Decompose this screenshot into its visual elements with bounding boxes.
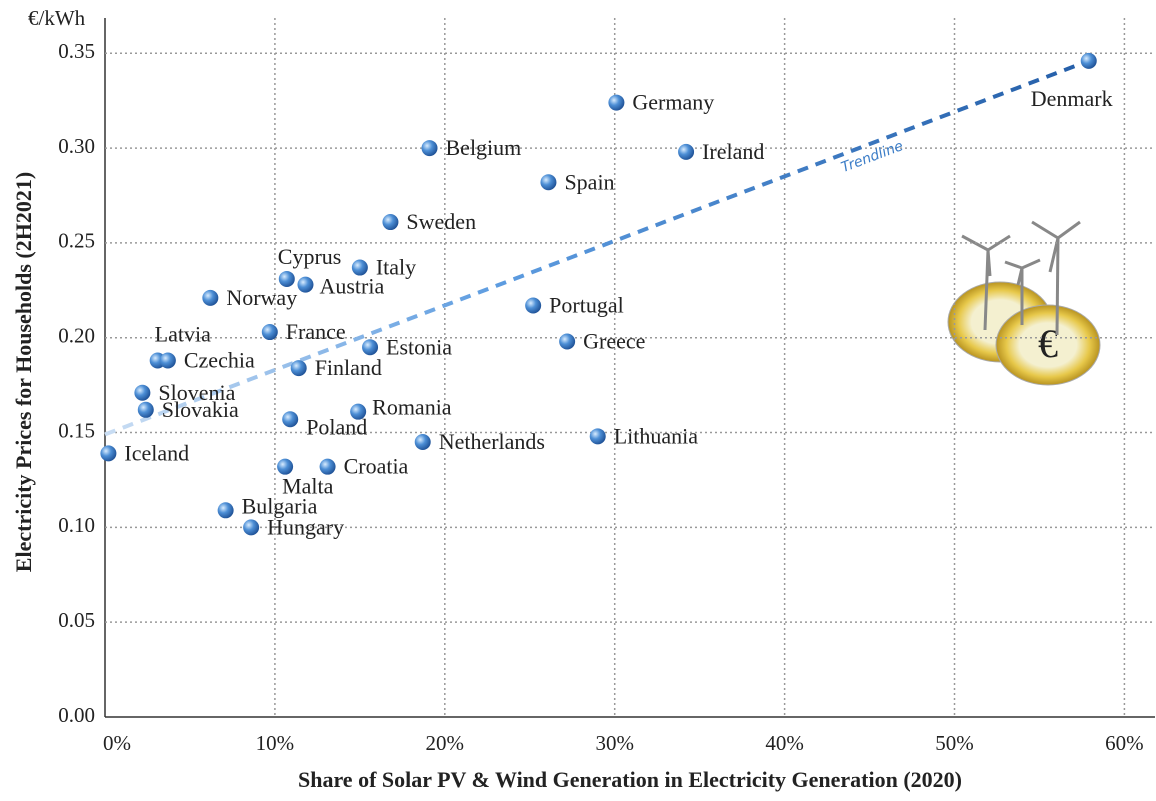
y-tick-label: 0.25: [58, 229, 95, 253]
point: [134, 384, 151, 401]
point: [261, 324, 278, 341]
y-tick-label: 0.15: [58, 418, 95, 442]
y-unit: €/kWh: [28, 6, 86, 30]
point-label: Croatia: [344, 454, 409, 479]
point: [100, 445, 117, 462]
point-label: Norway: [226, 285, 297, 310]
point: [1080, 52, 1097, 69]
point-label: Latvia: [155, 322, 211, 347]
point-label: Spain: [564, 169, 614, 194]
y-tick-label: 0.05: [58, 608, 95, 632]
x-tick-label: 10%: [256, 731, 295, 755]
point: [243, 519, 260, 536]
point-label: Czechia: [184, 348, 255, 373]
point: [159, 352, 176, 369]
point-label: Hungary: [267, 514, 344, 539]
point-label: Iceland: [124, 440, 189, 465]
point-label: Austria: [319, 274, 384, 299]
point: [350, 403, 367, 420]
point-label: Portugal: [549, 293, 624, 318]
x-tick-label: 50%: [935, 731, 974, 755]
point: [678, 143, 695, 160]
svg-text:€: €: [1038, 321, 1058, 366]
x-tick-label: 0%: [103, 731, 131, 755]
wind-coin-icon: €: [947, 220, 1101, 386]
point-label: Finland: [315, 355, 382, 380]
point-label: Slovenia: [158, 380, 235, 405]
point: [278, 270, 295, 287]
y-tick-label: 0.20: [58, 324, 95, 348]
point-label: Lithuania: [614, 423, 699, 448]
point: [559, 333, 576, 350]
point-label: Denmark: [1031, 86, 1113, 111]
y-tick-label: 0.30: [58, 134, 95, 158]
x-axis-title: Share of Solar PV & Wind Generation in E…: [298, 767, 962, 792]
point: [589, 428, 606, 445]
point: [414, 434, 431, 451]
y-axis-title: Electricity Prices for Households (2H202…: [11, 172, 36, 572]
x-tick-label: 20%: [426, 731, 465, 755]
x-tick-label: 40%: [765, 731, 804, 755]
point-label: Belgium: [446, 135, 522, 160]
point: [382, 214, 399, 231]
point: [217, 502, 234, 519]
point: [421, 140, 438, 157]
point-label: Ireland: [702, 139, 764, 164]
point: [319, 458, 336, 475]
point: [277, 458, 294, 475]
point: [202, 289, 219, 306]
point: [540, 174, 557, 191]
point-label: Cyprus: [278, 244, 342, 269]
y-tick-label: 0.00: [58, 703, 95, 727]
point-label: Romania: [372, 395, 452, 420]
point-label: France: [286, 319, 346, 344]
point-label: Italy: [376, 255, 416, 280]
trendline: [104, 58, 1090, 437]
point: [525, 297, 542, 314]
x-tick-label: 30%: [595, 731, 634, 755]
point: [351, 259, 368, 276]
point-label: Slovakia: [162, 397, 239, 422]
point: [362, 339, 379, 356]
point: [137, 401, 154, 418]
point-label: Malta: [282, 474, 334, 499]
point-label: Bulgaria: [242, 493, 318, 518]
point: [290, 360, 307, 377]
point: [297, 276, 314, 293]
point: [282, 411, 299, 428]
y-tick-label: 0.10: [58, 513, 95, 537]
point-label: Estonia: [386, 334, 452, 359]
x-tick-label: 60%: [1105, 731, 1144, 755]
y-tick-label: 0.35: [58, 39, 95, 63]
point: [608, 94, 625, 111]
point-label: Germany: [632, 90, 714, 115]
point-label: Greece: [583, 329, 645, 354]
point-label: Netherlands: [439, 429, 545, 454]
point-label: Sweden: [406, 209, 476, 234]
